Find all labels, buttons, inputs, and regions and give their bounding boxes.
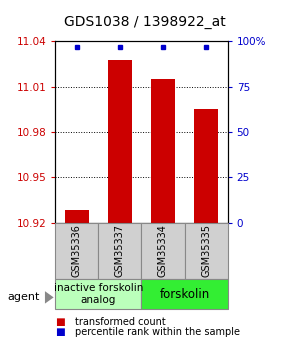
Text: percentile rank within the sample: percentile rank within the sample xyxy=(75,327,240,337)
Text: ■: ■ xyxy=(55,317,65,326)
Text: GSM35337: GSM35337 xyxy=(115,225,125,277)
Text: ■: ■ xyxy=(55,327,65,337)
Bar xyxy=(151,79,175,223)
Bar xyxy=(142,223,184,279)
Polygon shape xyxy=(45,291,54,304)
Text: agent: agent xyxy=(7,293,40,302)
Bar xyxy=(142,279,228,309)
Text: GSM35335: GSM35335 xyxy=(201,225,211,277)
Text: inactive forskolin
analog: inactive forskolin analog xyxy=(54,283,143,305)
Text: transformed count: transformed count xyxy=(75,317,166,326)
Bar xyxy=(184,223,228,279)
Text: GSM35334: GSM35334 xyxy=(158,225,168,277)
Bar xyxy=(55,279,142,309)
Text: forskolin: forskolin xyxy=(160,288,210,300)
Bar xyxy=(98,223,142,279)
Bar xyxy=(55,223,98,279)
Bar xyxy=(194,109,218,223)
Bar xyxy=(65,210,88,223)
Bar xyxy=(108,59,132,223)
Text: GDS1038 / 1398922_at: GDS1038 / 1398922_at xyxy=(64,16,226,29)
Text: GSM35336: GSM35336 xyxy=(72,225,82,277)
